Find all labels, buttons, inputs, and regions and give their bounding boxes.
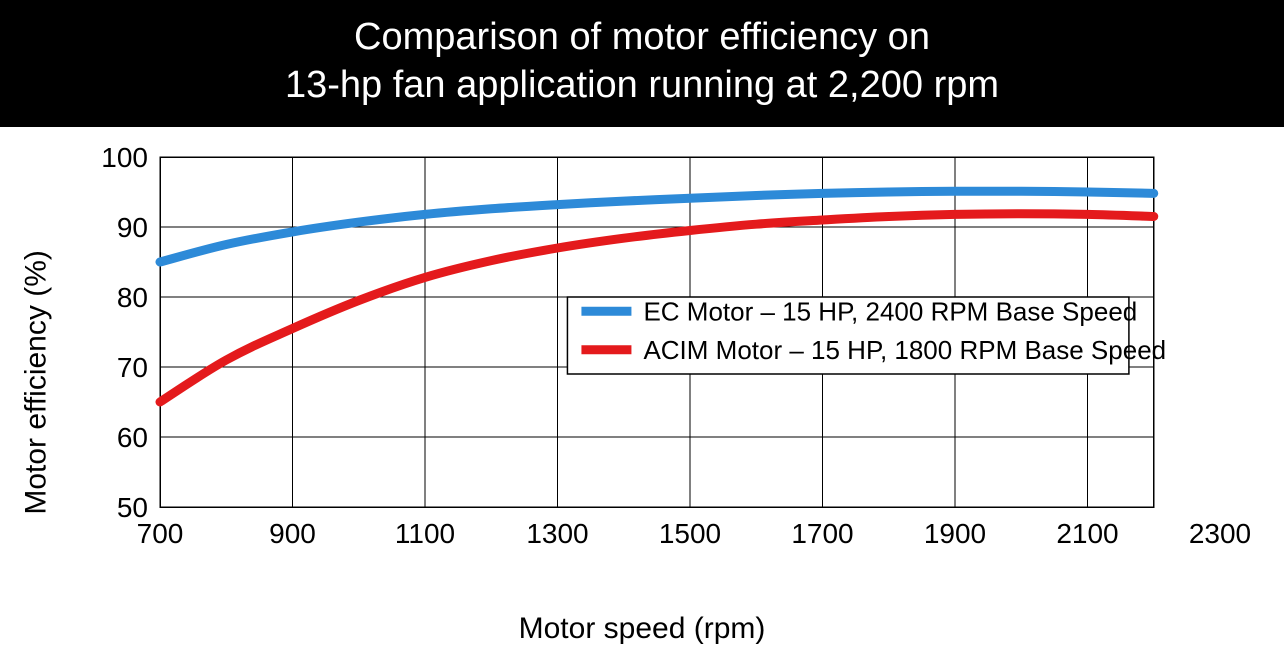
y-tick-label: 100 (101, 142, 148, 173)
y-tick-label: 50 (117, 492, 148, 523)
chart-title-line1: Comparison of motor efficiency on (354, 16, 930, 58)
x-tick-label: 1900 (924, 518, 986, 549)
chart-title: Comparison of motor efficiency on 13-hp … (0, 0, 1284, 127)
chart-area: Motor efficiency (%) 7009001100130015001… (0, 127, 1284, 664)
y-tick-label: 70 (117, 352, 148, 383)
x-tick-label: 900 (269, 518, 316, 549)
x-tick-label: 1700 (791, 518, 853, 549)
y-tick-label: 80 (117, 282, 148, 313)
x-tick-label: 2300 (1189, 518, 1251, 549)
x-axis-label: Motor speed (rpm) (0, 612, 1284, 646)
legend-label-ec: EC Motor – 15 HP, 2400 RPM Base Speed (643, 296, 1137, 326)
x-tick-label: 2100 (1056, 518, 1118, 549)
chart-title-line2: 13-hp fan application running at 2,200 r… (285, 64, 999, 106)
x-tick-label: 1300 (526, 518, 588, 549)
plot: 7009001100130015001700190021002300506070… (140, 147, 1230, 567)
legend-label-acim: ACIM Motor – 15 HP, 1800 RPM Base Speed (643, 335, 1166, 365)
y-axis-label: Motor efficiency (%) (19, 250, 53, 515)
x-tick-label: 1500 (659, 518, 721, 549)
y-tick-label: 60 (117, 422, 148, 453)
y-tick-label: 90 (117, 212, 148, 243)
x-tick-label: 1100 (395, 518, 455, 549)
plot-svg: 7009001100130015001700190021002300506070… (140, 147, 1230, 567)
